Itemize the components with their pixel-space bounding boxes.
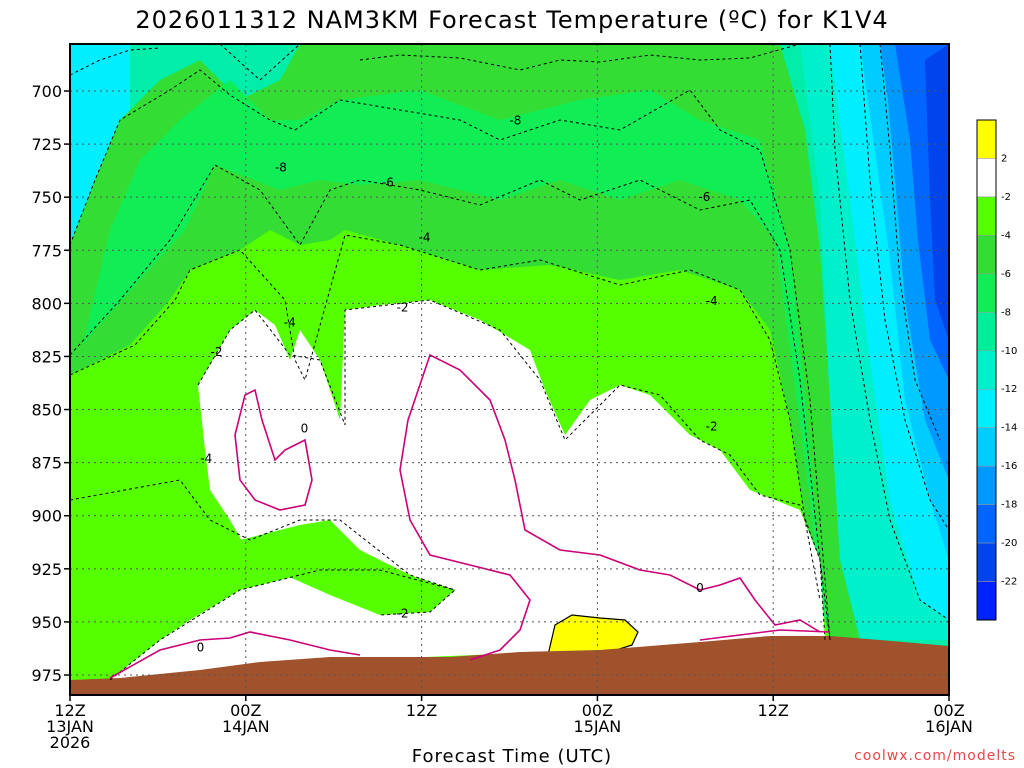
contour-label: -4 (200, 451, 212, 465)
y-tick-label: 950 (31, 613, 62, 632)
dashed-contours (70, 44, 949, 681)
field-right-deepblue (925, 44, 949, 340)
zero-loop-left (234, 388, 313, 511)
contour-label: -4 (419, 231, 431, 245)
x-tick-label: 12Z (758, 701, 789, 720)
contour-label: -4 (706, 294, 718, 308)
contour-10 (70, 44, 801, 81)
y-tick-label: 850 (31, 401, 62, 420)
grid-lines (70, 44, 949, 695)
contour-label: 0 (301, 422, 309, 436)
contour-label: -8 (509, 114, 521, 128)
colorbar-swatch (976, 504, 997, 544)
zero-loop-inner (399, 419, 531, 661)
colorbar-label: -14 (1001, 423, 1017, 434)
y-tick-label: 800 (31, 294, 62, 313)
terrain-ground (70, 636, 949, 695)
colorbar-frame (976, 119, 997, 621)
x-tick-label: 00Z (230, 701, 261, 720)
colorbar-label: -22 (1001, 577, 1017, 588)
y-tick-label: 775 (31, 241, 62, 260)
colorbar-label: -10 (1001, 346, 1017, 357)
x-tick-label: 12Z (406, 701, 437, 720)
contour-label: -2 (211, 345, 223, 359)
contour-cold-a (829, 44, 949, 621)
plot-frame (69, 43, 950, 696)
y-tick-label: 725 (31, 135, 62, 154)
contour-label: -6 (698, 190, 710, 204)
colorbar-swatch (976, 312, 997, 352)
y-tick-label: 975 (31, 666, 62, 685)
contour-8 (70, 69, 831, 641)
contour-cold-b (859, 44, 949, 531)
zero-loop-right (699, 629, 831, 641)
chart-title: 2026011312 NAM3KM Forecast Temperature (… (135, 6, 889, 34)
contour-label: -4 (284, 315, 296, 329)
colorbar-swatch (976, 542, 997, 582)
contour-label: -2 (397, 606, 409, 620)
contour-6 (70, 164, 831, 641)
colorbar-swatch (976, 119, 997, 159)
contour-label: 0 (696, 581, 704, 595)
colorbar-label: -6 (1001, 269, 1011, 280)
y-tick-label: 875 (31, 454, 62, 473)
colorbar-swatch (976, 235, 997, 275)
colorbar-swatch (976, 581, 997, 621)
colorbar-label: -18 (1001, 500, 1017, 511)
contour-2c (109, 569, 456, 681)
x-axis-title: Forecast Time (UTC) (411, 746, 613, 767)
y-tick-label: 925 (31, 560, 62, 579)
colorbar-swatch (976, 427, 997, 467)
x-tick-label: 13JAN (46, 717, 94, 736)
zero-isotherm (109, 353, 831, 679)
x-tick-label: 00Z (933, 701, 964, 720)
contour-label: -6 (382, 175, 394, 189)
zero-loop-bottom (109, 631, 361, 679)
contour-label: 0 (197, 640, 205, 654)
x-tick-label: 12Z (54, 701, 85, 720)
x-tick-label: 15JAN (574, 717, 622, 736)
colorbar-swatch (976, 158, 997, 198)
x-tick-label: 16JAN (925, 717, 973, 736)
colorbar-swatch (976, 350, 997, 390)
x-tick-label: 14JAN (222, 717, 270, 736)
y-axis: 700 725 750 775 800 825 850 875 900 925 950 975 (31, 82, 70, 685)
y-tick-label: 825 (31, 347, 62, 366)
y-tick-label: 700 (31, 82, 62, 101)
colorbar-label: -8 (1001, 307, 1011, 318)
credit-text: coolwx.com/modelts (854, 748, 1016, 764)
colorbar-label: -20 (1001, 538, 1017, 549)
contour-label: -8 (275, 160, 287, 174)
colorbar-swatch (976, 388, 997, 428)
colorbar-swatch (976, 273, 997, 313)
contour-cold-c (879, 44, 941, 441)
field-green-intrusion (70, 470, 455, 680)
y-tick-label: 750 (31, 188, 62, 207)
x-tick-label: 00Z (582, 701, 613, 720)
colorbar-label: -2 (1001, 192, 1011, 203)
zero-loop-main (407, 353, 821, 633)
colorbar-swatch (976, 196, 997, 236)
y-tick-label: 900 (31, 507, 62, 526)
contour-2 (197, 299, 826, 641)
colorbar-label: -16 (1001, 461, 1017, 472)
contour-label: -2 (706, 420, 718, 434)
colorbar-label: -4 (1001, 230, 1011, 241)
colorbar-label: -12 (1001, 384, 1017, 395)
colorbar-label: 2 (1001, 153, 1007, 164)
temperature-field (70, 44, 949, 695)
x-tick-label: 2026 (50, 733, 91, 752)
contour-labels: -8 -8 -6 -6 -4 -4 -4 -4 -2 -2 -2 -2 0 0 0 (197, 114, 718, 655)
field-white-2 (110, 300, 825, 680)
contour-label: -2 (397, 301, 409, 315)
colorbar-swatch (976, 465, 997, 505)
colorbar: 2 -2 -4 -6 -8 -10 -12 -14 -16 -18 -20 -22 (976, 119, 1017, 621)
